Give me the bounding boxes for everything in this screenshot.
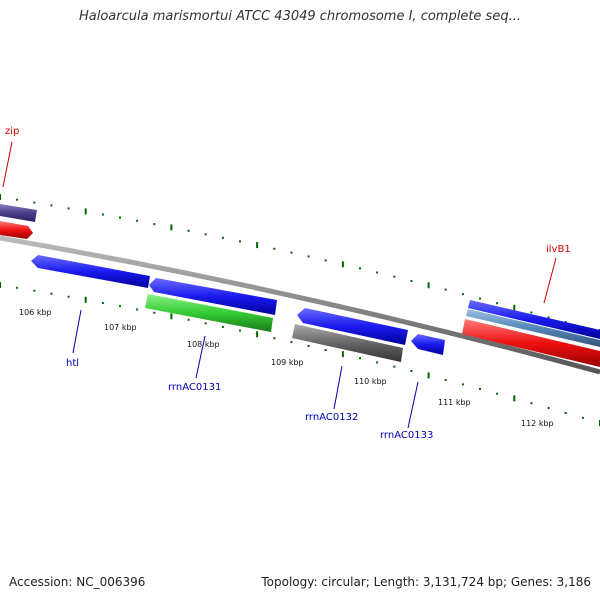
feature-rrnAC0131-blue[interactable]	[149, 278, 277, 315]
gene-label-zip[interactable]: zip	[5, 126, 19, 137]
label-line-ilvB1	[543, 257, 557, 304]
outer-tick-ring	[0, 194, 600, 335]
feature-rrnAC0132-blue[interactable]	[297, 308, 408, 345]
feature-rrnAC0131-green[interactable]	[145, 294, 273, 332]
scale-label-111kbp: 111 kbp	[438, 398, 471, 407]
accession-text: Accession: NC_006396	[9, 575, 146, 589]
gene-label-rrnAC0132[interactable]: rrnAC0132	[305, 412, 358, 423]
scale-label-110kbp: 110 kbp	[354, 377, 387, 386]
scale-label-112kbp: 112 kbp	[521, 419, 554, 428]
label-line-rrnAC0133	[407, 381, 419, 429]
inner-tick-ring	[0, 282, 600, 426]
gene-label-rrnAC0131[interactable]: rrnAC0131	[168, 382, 221, 393]
gene-label-htl[interactable]: htl	[66, 358, 79, 369]
scale-label-106kbp: 106 kbp	[19, 308, 52, 317]
feature-zip-upper[interactable]	[0, 204, 37, 222]
feature-ilvB1-steel[interactable]	[466, 309, 600, 347]
feature-zip-lower[interactable]	[0, 221, 33, 239]
feature-ilvB1-red[interactable]	[462, 319, 600, 367]
map-title: Haloarcula marismortui ATCC 43049 chromo…	[79, 9, 521, 24]
gene-label-ilvB1[interactable]: ilvB1	[546, 244, 571, 255]
label-line-rrnAC0131	[195, 335, 206, 379]
genome-stats-text: Topology: circular; Length: 3,131,724 bp…	[261, 575, 591, 589]
feature-rrnAC0133[interactable]	[411, 334, 445, 355]
gene-label-rrnAC0133[interactable]: rrnAC0133	[380, 430, 433, 441]
feature-rrnAC0132-gray[interactable]	[292, 324, 403, 362]
chromosome-backbone	[0, 235, 600, 375]
scale-label-108kbp: 108 kbp	[187, 340, 220, 349]
label-line-rrnAC0132	[333, 365, 343, 410]
scale-label-109kbp: 109 kbp	[271, 358, 304, 367]
label-line-zip	[2, 141, 13, 188]
feature-htl[interactable]	[31, 255, 150, 288]
feature-ilvB1-blue[interactable]	[468, 300, 600, 339]
label-line-htl	[72, 309, 82, 354]
scale-label-107kbp: 107 kbp	[104, 323, 137, 332]
